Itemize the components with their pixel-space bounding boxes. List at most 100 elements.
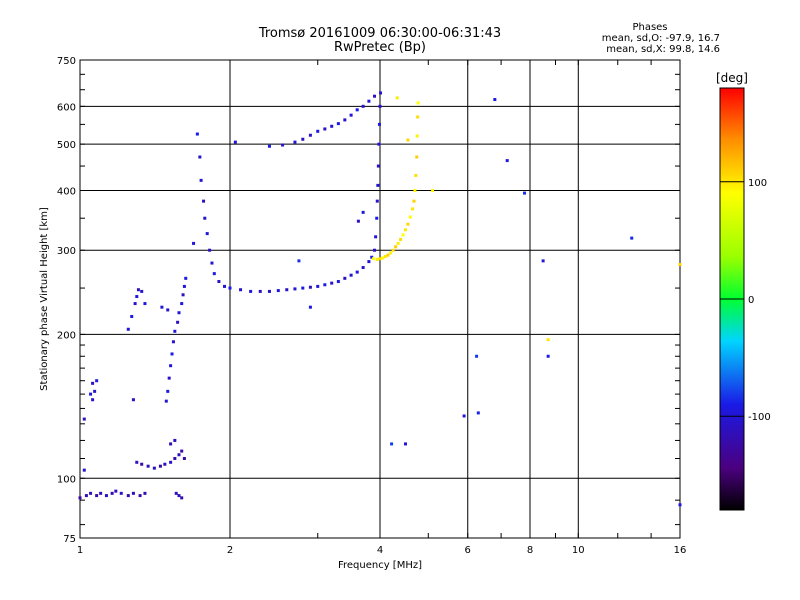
data-point <box>343 276 347 280</box>
data-point <box>233 140 237 144</box>
data-point <box>203 216 207 220</box>
data-points <box>78 91 682 507</box>
data-point <box>390 442 394 446</box>
data-point <box>208 248 212 252</box>
data-point <box>541 259 545 263</box>
data-point <box>462 414 466 418</box>
data-point <box>182 456 186 460</box>
data-point <box>163 462 167 466</box>
data-point <box>177 494 181 498</box>
data-point <box>293 140 297 144</box>
data-point <box>180 302 184 306</box>
data-point <box>93 389 97 393</box>
data-point <box>217 280 221 284</box>
data-point <box>285 288 289 292</box>
data-point <box>381 256 385 260</box>
phase-stats-x: mean, sd,X: 99.8, 14.6 <box>606 44 720 55</box>
data-point <box>210 261 214 265</box>
data-point <box>170 352 174 356</box>
data-point <box>135 295 139 299</box>
data-point <box>169 364 173 368</box>
data-point <box>84 494 88 498</box>
chart-subtitle: RwPretec (Bp) <box>333 40 427 55</box>
data-point <box>330 124 334 128</box>
data-point <box>82 417 86 421</box>
colorbar-tick-label: 100 <box>748 178 767 189</box>
data-point <box>412 199 416 203</box>
data-point <box>413 188 417 192</box>
x-tick-label: 1 <box>77 545 83 556</box>
data-point <box>143 302 147 306</box>
data-point <box>375 199 379 203</box>
y-tick-label: 100 <box>57 474 76 485</box>
y-tick-label: 750 <box>57 56 76 67</box>
data-point <box>140 289 144 293</box>
data-point <box>416 101 420 105</box>
data-point <box>505 159 509 163</box>
data-point <box>630 236 634 240</box>
data-point <box>414 173 418 177</box>
data-point <box>411 207 415 211</box>
y-tick-label: 500 <box>57 140 76 151</box>
data-point <box>343 118 347 122</box>
data-point <box>389 251 393 255</box>
data-point <box>371 257 375 261</box>
data-point <box>367 260 371 264</box>
data-point <box>91 398 95 402</box>
data-point <box>135 460 139 464</box>
data-point <box>406 138 410 142</box>
data-point <box>276 289 280 293</box>
y-axis-label: Stationary phase Virtual Height [km] <box>39 207 50 391</box>
axes: 1 2 4 6 8 10 16 75 100 200 300 400 500 600 750 Frequenc… <box>39 56 686 571</box>
data-point <box>114 489 118 493</box>
data-point <box>195 132 199 136</box>
data-point <box>546 354 550 358</box>
data-point <box>401 233 405 237</box>
colorbar: [deg] -100 0 100 <box>716 71 771 511</box>
data-point <box>131 491 135 495</box>
data-point <box>678 503 682 507</box>
data-point <box>198 155 202 159</box>
phase-stats-title: Phases <box>632 22 668 33</box>
data-point <box>408 215 412 219</box>
data-point <box>199 178 203 182</box>
data-point <box>678 263 682 267</box>
data-point <box>173 438 177 442</box>
data-point <box>355 108 359 112</box>
data-point <box>475 354 479 358</box>
data-point <box>373 94 377 98</box>
data-point <box>523 191 527 195</box>
data-point <box>378 257 382 261</box>
phase-stats-o: mean, sd,O: -97.9, 16.7 <box>601 33 720 44</box>
data-point <box>394 245 398 249</box>
data-point <box>376 164 380 168</box>
data-point <box>316 129 320 133</box>
data-point <box>140 462 144 466</box>
data-point <box>281 143 285 147</box>
data-point <box>192 241 196 245</box>
data-point <box>152 466 156 470</box>
data-point <box>171 340 175 344</box>
data-point <box>301 137 305 141</box>
data-point <box>406 222 410 226</box>
data-point <box>173 329 177 333</box>
data-point <box>126 494 130 498</box>
data-point <box>130 314 134 318</box>
data-point <box>169 442 173 446</box>
y-tick-label: 600 <box>57 102 76 113</box>
data-point <box>169 460 173 464</box>
data-point <box>160 305 164 309</box>
data-point <box>205 232 209 236</box>
data-point <box>228 286 232 290</box>
data-point <box>158 464 162 468</box>
x-tick-label: 10 <box>572 545 585 556</box>
data-point <box>361 104 365 108</box>
data-point <box>173 456 177 460</box>
data-point <box>110 491 114 495</box>
data-point <box>136 288 140 292</box>
data-point <box>143 491 147 495</box>
data-point <box>91 381 95 385</box>
data-point <box>293 287 297 291</box>
data-point <box>89 392 93 396</box>
